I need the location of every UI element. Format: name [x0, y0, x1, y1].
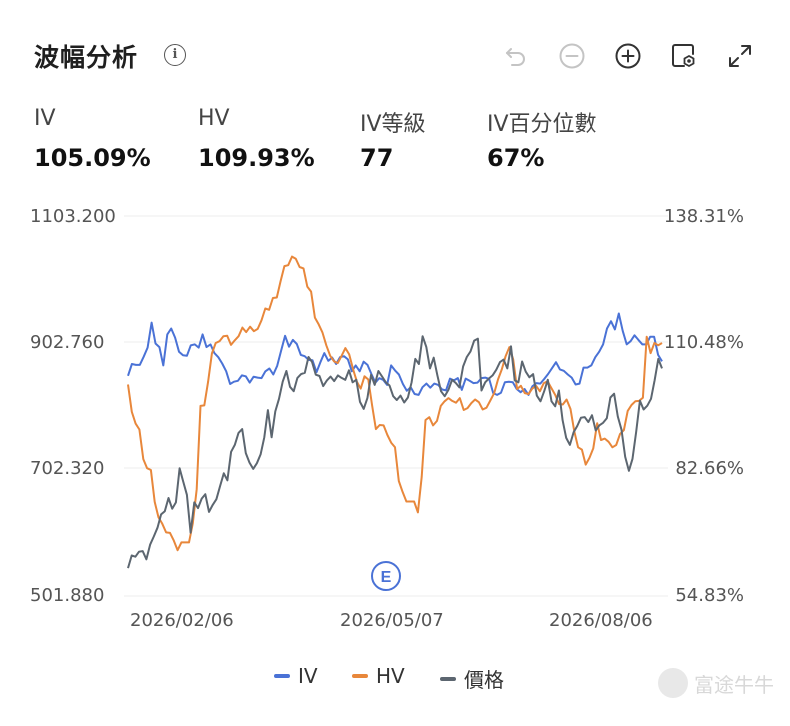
left-axis-tick: 501.880 [30, 585, 105, 606]
event-marker-label: E [381, 569, 392, 586]
card-title: 波幅分析 [34, 43, 139, 72]
legend-swatch [440, 676, 456, 681]
earnings-event-marker[interactable]: E [371, 561, 401, 591]
right-axis-tick: 82.66% [675, 458, 744, 479]
zoom-in-icon[interactable] [614, 42, 642, 70]
right-axis-tick: 54.83% [675, 585, 744, 606]
info-icon[interactable]: i [164, 44, 186, 66]
stat-value-iv: 105.09% [34, 144, 151, 172]
legend-item-hv[interactable]: HV [352, 664, 405, 688]
right-axis-tick: 110.48% [663, 332, 744, 353]
legend-label: 價格 [464, 668, 504, 692]
legend-label: IV [298, 664, 318, 688]
futu-logo-icon [658, 668, 688, 698]
zoom-out-icon[interactable] [558, 42, 586, 70]
legend-label: HV [376, 664, 405, 688]
stat-label-iv: IV [34, 106, 56, 131]
legend-swatch [274, 674, 290, 678]
series-line-hv [127, 255, 663, 552]
left-axis-tick: 702.320 [30, 458, 105, 479]
stat-label-hv: HV [198, 106, 230, 131]
legend-swatch [352, 674, 368, 678]
watermark: 富途牛牛 [658, 668, 774, 698]
stat-value-iv-rank: 77 [360, 144, 394, 172]
undo-icon[interactable] [502, 42, 530, 70]
right-axis-tick: 138.31% [663, 206, 744, 227]
chart-legend: IV HV 價格 [0, 664, 790, 693]
legend-item-price[interactable]: 價格 [440, 664, 504, 693]
x-axis-tick: 2026/05/07 [340, 610, 444, 631]
stat-label-iv-percentile: IV百分位數 [487, 112, 597, 137]
fullscreen-icon[interactable] [726, 42, 754, 70]
left-axis-tick: 1103.200 [30, 206, 116, 227]
volatility-card: 波幅分析 i IV 105.09% HV 109.93% IV等級 77 IV百… [4, 4, 784, 720]
x-axis-tick: 2026/08/06 [549, 610, 653, 631]
settings-icon[interactable] [670, 42, 698, 70]
watermark-text: 富途牛牛 [694, 672, 774, 697]
series-line-iv [127, 312, 663, 396]
stat-label-iv-rank: IV等級 [360, 112, 426, 137]
stat-value-iv-percentile: 67% [487, 144, 545, 172]
stat-value-hv: 109.93% [198, 144, 315, 172]
legend-item-iv[interactable]: IV [274, 664, 318, 688]
x-axis-tick: 2026/02/06 [130, 610, 234, 631]
left-axis-tick: 902.760 [30, 332, 105, 353]
series-line-price [127, 335, 663, 569]
